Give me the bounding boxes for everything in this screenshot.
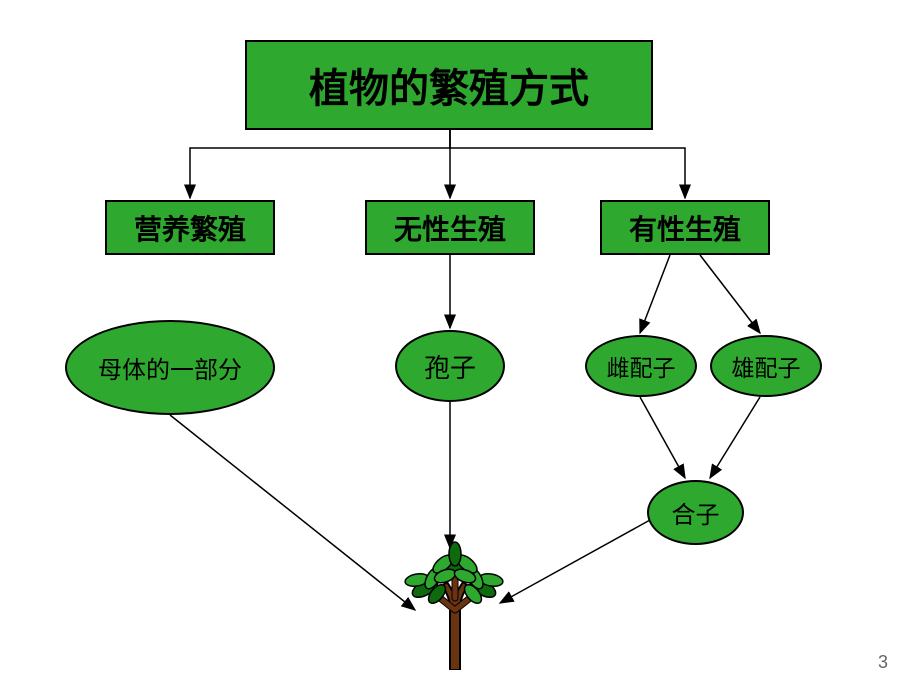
title-text: 植物的繁殖方式 [309, 56, 589, 114]
plant-illustration [395, 540, 515, 670]
node-asexual-reproduction: 无性生殖 [365, 200, 535, 255]
ellipse-spore: 孢子 [395, 330, 505, 402]
node-label: 无性生殖 [394, 208, 506, 248]
ellipse-label: 合子 [672, 495, 720, 530]
ellipse-label: 孢子 [424, 348, 476, 385]
title-box: 植物的繁殖方式 [245, 40, 653, 130]
node-label: 营养繁殖 [134, 208, 246, 248]
ellipse-label: 雄配子 [732, 349, 801, 383]
ellipse-label: 雌配子 [607, 349, 676, 383]
page-number-text: 3 [878, 652, 888, 672]
page-number: 3 [878, 652, 888, 673]
node-label: 有性生殖 [629, 208, 741, 248]
ellipse-label: 母体的一部分 [98, 350, 242, 385]
ellipse-female-gamete: 雌配子 [585, 335, 697, 397]
node-vegetative-propagation: 营养繁殖 [105, 200, 275, 255]
ellipse-male-gamete: 雄配子 [710, 335, 822, 397]
node-sexual-reproduction: 有性生殖 [600, 200, 770, 255]
ellipse-mother-part: 母体的一部分 [65, 320, 275, 415]
ellipse-zygote: 合子 [647, 480, 744, 545]
